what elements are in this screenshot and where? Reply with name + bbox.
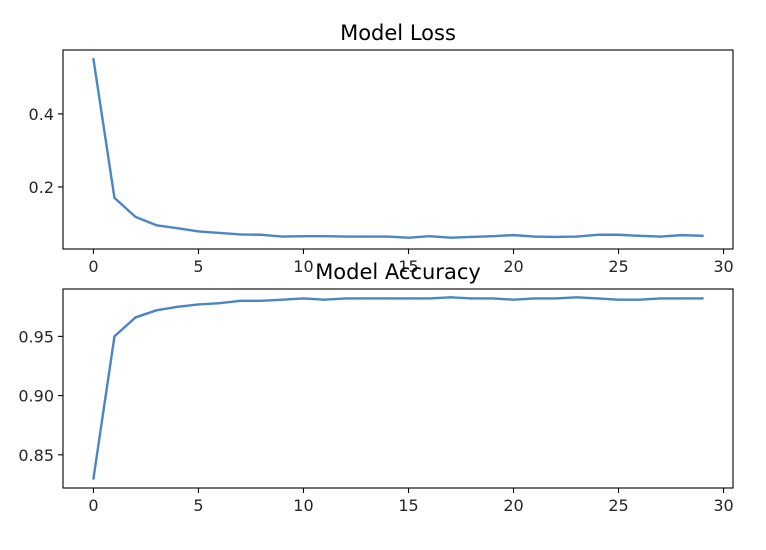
loss-data-point — [638, 234, 641, 238]
accuracy-chart-title: Model Accuracy — [315, 260, 481, 284]
loss-data-point — [155, 224, 158, 227]
accuracy-data-point — [617, 298, 620, 301]
accuracy-data-point — [638, 298, 641, 301]
loss-data-point — [617, 233, 620, 236]
accuracy-x-tick-label: 30 — [713, 496, 733, 515]
accuracy-data-point — [281, 298, 284, 301]
loss-data-point — [680, 233, 683, 237]
loss-x-tick-label: 5 — [193, 257, 203, 276]
loss-data-point — [386, 235, 389, 238]
accuracy-x-tick-label: 15 — [398, 496, 418, 515]
loss-x-tick-label: 30 — [713, 257, 733, 276]
loss-series — [92, 57, 704, 239]
accuracy-data-point — [197, 303, 200, 306]
loss-series-line — [92, 57, 704, 239]
accuracy-subplot: Model Accuracy 0 5 10 15 20 25 30 0.85 0.90 0.95 — [18, 260, 733, 515]
loss-data-point — [470, 235, 473, 239]
loss-data-point — [407, 236, 410, 239]
loss-data-point — [512, 233, 515, 237]
loss-data-point — [365, 235, 368, 238]
loss-data-point — [575, 235, 578, 238]
loss-data-point — [176, 226, 179, 230]
loss-data-point — [659, 235, 662, 238]
accuracy-x-tick-label: 10 — [293, 496, 313, 515]
accuracy-data-point — [134, 316, 137, 319]
accuracy-data-point — [554, 297, 557, 300]
loss-y-tick-label: 0.2 — [29, 178, 54, 197]
loss-data-point — [281, 235, 284, 238]
accuracy-data-point — [365, 297, 368, 300]
accuracy-data-point — [239, 299, 242, 303]
accuracy-y-tick-label: 0.90 — [18, 387, 54, 406]
accuracy-data-point — [344, 297, 347, 300]
accuracy-axes-frame — [62, 288, 734, 489]
accuracy-data-point — [491, 297, 494, 300]
loss-x-tick-label: 20 — [503, 257, 523, 276]
loss-x-tick-label: 25 — [608, 257, 628, 276]
loss-data-point — [491, 235, 494, 238]
accuracy-x-tick-label: 20 — [503, 496, 523, 515]
accuracy-data-point — [533, 297, 536, 300]
accuracy-data-point — [302, 297, 305, 300]
loss-data-point — [302, 235, 305, 238]
accuracy-data-point — [470, 297, 473, 300]
accuracy-data-point — [386, 297, 389, 300]
loss-ticks: 0 5 10 15 20 25 30 0.2 0.4 — [29, 105, 734, 276]
accuracy-y-tick-label: 0.95 — [18, 327, 54, 346]
accuracy-data-point — [92, 477, 95, 480]
accuracy-data-point — [428, 297, 431, 300]
accuracy-data-point — [155, 309, 158, 312]
loss-data-point — [197, 230, 200, 233]
loss-data-point — [449, 236, 452, 239]
accuracy-data-point — [323, 298, 326, 301]
loss-data-point — [134, 215, 137, 219]
loss-data-point — [533, 235, 536, 238]
loss-data-point — [92, 57, 95, 61]
accuracy-data-point — [218, 302, 221, 305]
accuracy-data-point — [449, 296, 452, 299]
loss-data-point — [428, 235, 431, 238]
accuracy-series-line — [92, 296, 704, 480]
accuracy-data-point — [680, 297, 683, 300]
accuracy-data-point — [407, 297, 410, 300]
accuracy-series — [92, 296, 704, 480]
loss-x-tick-label: 15 — [398, 257, 418, 276]
accuracy-x-tick-label: 5 — [193, 496, 203, 515]
loss-data-point — [218, 231, 221, 235]
loss-axes-frame — [62, 49, 734, 250]
loss-data-point — [344, 235, 347, 238]
loss-x-tick-label: 0 — [88, 257, 98, 276]
accuracy-data-point — [176, 305, 179, 308]
accuracy-x-tick-label: 0 — [88, 496, 98, 515]
loss-data-point — [596, 233, 599, 236]
loss-data-point — [554, 235, 557, 239]
accuracy-x-tick-label: 25 — [608, 496, 628, 515]
loss-data-point — [323, 235, 326, 238]
accuracy-ticks: 0 5 10 15 20 25 30 0.85 0.90 0.95 — [18, 327, 733, 515]
loss-data-point — [239, 233, 242, 236]
loss-y-tick-label: 0.4 — [29, 105, 54, 124]
loss-chart-title: Model Loss — [340, 21, 456, 45]
accuracy-data-point — [596, 297, 599, 300]
loss-data-point — [701, 234, 704, 238]
accuracy-data-point — [575, 296, 578, 299]
accuracy-y-tick-label: 0.85 — [18, 446, 54, 465]
accuracy-data-point — [659, 297, 662, 300]
accuracy-data-point — [512, 298, 515, 301]
accuracy-data-point — [113, 335, 116, 338]
loss-subplot: Model Loss 0 5 10 15 20 25 30 0.2 0.4 — [29, 21, 734, 276]
loss-data-point — [260, 233, 263, 236]
loss-x-tick-label: 10 — [293, 257, 313, 276]
loss-data-point — [113, 196, 116, 200]
accuracy-data-point — [260, 299, 263, 303]
accuracy-data-point — [701, 297, 704, 300]
